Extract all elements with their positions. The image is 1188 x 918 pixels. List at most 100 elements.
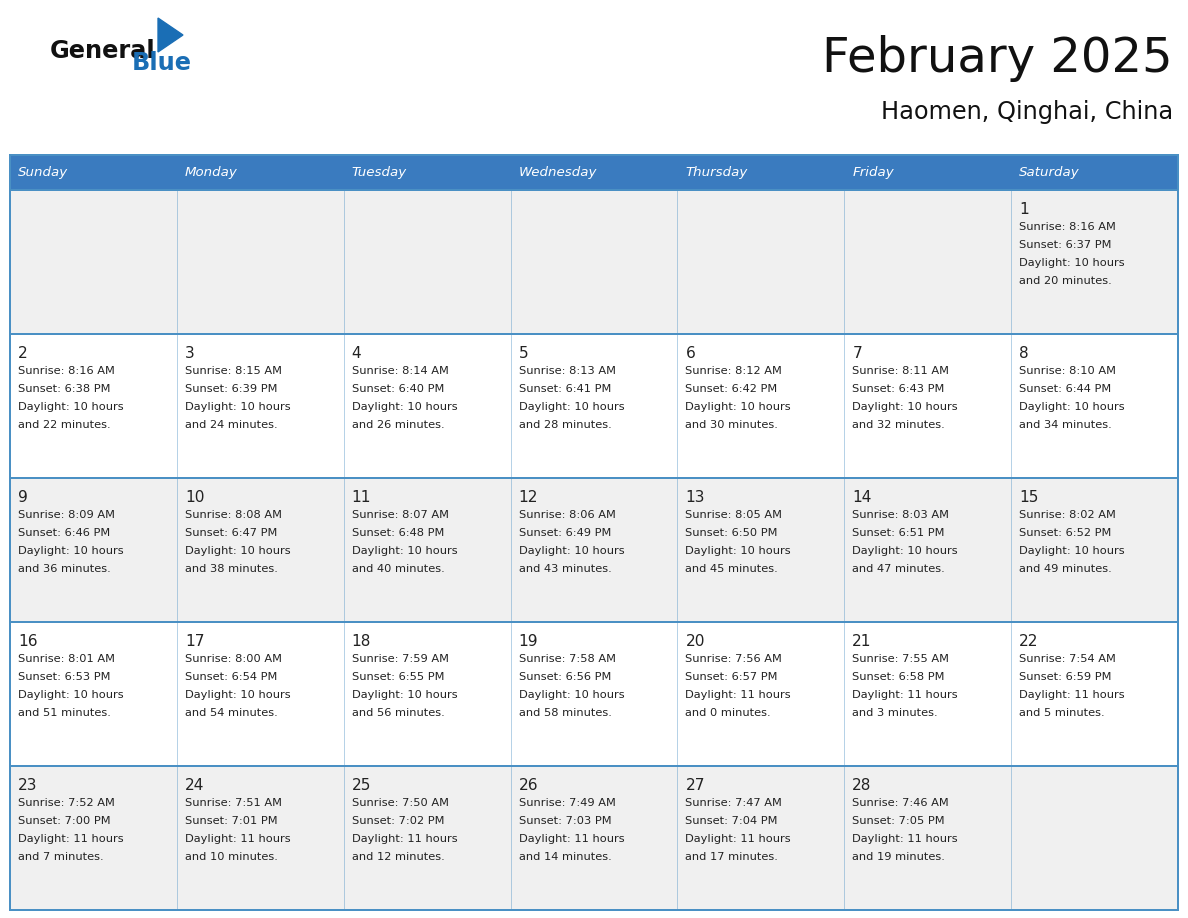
Text: Daylight: 11 hours: Daylight: 11 hours [18,834,124,844]
Bar [177,334,343,478]
Text: Sunrise: 8:02 AM: Sunrise: 8:02 AM [1019,510,1116,520]
Text: and 24 minutes.: and 24 minutes. [185,420,278,430]
Text: Daylight: 11 hours: Daylight: 11 hours [852,834,958,844]
Text: Daylight: 10 hours: Daylight: 10 hours [519,402,624,412]
Bar [845,478,1011,622]
Bar [677,622,845,766]
Text: Sunset: 6:37 PM: Sunset: 6:37 PM [1019,240,1112,250]
Bar [177,766,343,910]
Text: Sunrise: 8:01 AM: Sunrise: 8:01 AM [18,654,115,664]
Text: Sunrise: 7:52 AM: Sunrise: 7:52 AM [18,798,115,808]
Text: and 20 minutes.: and 20 minutes. [1019,276,1112,286]
Bar [845,622,1011,766]
Text: Sunset: 6:53 PM: Sunset: 6:53 PM [18,672,110,682]
Text: 23: 23 [18,778,38,793]
Text: 16: 16 [18,634,38,649]
Text: Sunset: 6:56 PM: Sunset: 6:56 PM [519,672,611,682]
Text: Sunset: 7:04 PM: Sunset: 7:04 PM [685,816,778,826]
Text: Sunset: 6:38 PM: Sunset: 6:38 PM [18,384,110,394]
Text: Sunrise: 7:47 AM: Sunrise: 7:47 AM [685,798,783,808]
Text: 12: 12 [519,490,538,505]
Text: Sunrise: 7:46 AM: Sunrise: 7:46 AM [852,798,949,808]
Bar [511,155,677,190]
Text: Sunset: 6:54 PM: Sunset: 6:54 PM [185,672,277,682]
Bar [343,155,511,190]
Text: and 26 minutes.: and 26 minutes. [352,420,444,430]
Text: Tuesday: Tuesday [352,166,406,179]
Text: and 54 minutes.: and 54 minutes. [185,708,278,718]
Bar [177,478,343,622]
Text: 27: 27 [685,778,704,793]
Text: Sunrise: 8:07 AM: Sunrise: 8:07 AM [352,510,449,520]
Text: and 12 minutes.: and 12 minutes. [352,852,444,862]
Text: Sunrise: 8:08 AM: Sunrise: 8:08 AM [185,510,282,520]
Text: 22: 22 [1019,634,1038,649]
Text: Sunday: Sunday [18,166,68,179]
Text: Daylight: 10 hours: Daylight: 10 hours [519,546,624,556]
Bar [177,190,343,334]
Text: and 5 minutes.: and 5 minutes. [1019,708,1105,718]
Text: 28: 28 [852,778,872,793]
Text: Sunset: 6:50 PM: Sunset: 6:50 PM [685,528,778,538]
Text: and 3 minutes.: and 3 minutes. [852,708,937,718]
Text: and 47 minutes.: and 47 minutes. [852,564,944,574]
Text: 17: 17 [185,634,204,649]
Bar [1011,622,1178,766]
Bar [343,190,511,334]
Text: 7: 7 [852,346,862,361]
Text: 20: 20 [685,634,704,649]
Text: Daylight: 11 hours: Daylight: 11 hours [519,834,624,844]
Text: Daylight: 11 hours: Daylight: 11 hours [185,834,291,844]
Bar [1011,334,1178,478]
Text: Daylight: 10 hours: Daylight: 10 hours [185,402,291,412]
Text: Blue: Blue [132,51,192,75]
Text: Daylight: 11 hours: Daylight: 11 hours [1019,690,1125,700]
Text: Daylight: 11 hours: Daylight: 11 hours [685,690,791,700]
Bar [177,622,343,766]
Text: Sunrise: 8:13 AM: Sunrise: 8:13 AM [519,366,615,376]
Bar [677,478,845,622]
Text: 11: 11 [352,490,371,505]
Text: Daylight: 10 hours: Daylight: 10 hours [1019,546,1125,556]
Text: Sunset: 6:51 PM: Sunset: 6:51 PM [852,528,944,538]
Bar [10,190,177,334]
Text: Sunset: 7:00 PM: Sunset: 7:00 PM [18,816,110,826]
Text: 18: 18 [352,634,371,649]
Text: Sunrise: 8:10 AM: Sunrise: 8:10 AM [1019,366,1117,376]
Text: Sunrise: 8:06 AM: Sunrise: 8:06 AM [519,510,615,520]
Text: Monday: Monday [185,166,238,179]
Text: and 43 minutes.: and 43 minutes. [519,564,612,574]
Text: Sunrise: 8:15 AM: Sunrise: 8:15 AM [185,366,282,376]
Text: Daylight: 10 hours: Daylight: 10 hours [1019,402,1125,412]
Bar [343,478,511,622]
Bar [845,334,1011,478]
Text: Sunset: 6:40 PM: Sunset: 6:40 PM [352,384,444,394]
Text: Daylight: 11 hours: Daylight: 11 hours [352,834,457,844]
Text: and 51 minutes.: and 51 minutes. [18,708,110,718]
Text: Sunset: 6:52 PM: Sunset: 6:52 PM [1019,528,1112,538]
Text: Sunrise: 8:09 AM: Sunrise: 8:09 AM [18,510,115,520]
Text: Sunset: 7:02 PM: Sunset: 7:02 PM [352,816,444,826]
Text: and 45 minutes.: and 45 minutes. [685,564,778,574]
Bar [10,478,177,622]
Text: Sunrise: 8:12 AM: Sunrise: 8:12 AM [685,366,783,376]
Text: 2: 2 [18,346,27,361]
Text: Saturday: Saturday [1019,166,1080,179]
Text: Daylight: 10 hours: Daylight: 10 hours [852,402,958,412]
Text: Sunrise: 8:14 AM: Sunrise: 8:14 AM [352,366,449,376]
Bar [511,622,677,766]
Text: Daylight: 10 hours: Daylight: 10 hours [852,546,958,556]
Text: and 7 minutes.: and 7 minutes. [18,852,103,862]
Text: and 32 minutes.: and 32 minutes. [852,420,944,430]
Text: and 38 minutes.: and 38 minutes. [185,564,278,574]
Text: 5: 5 [519,346,529,361]
Text: Sunset: 6:39 PM: Sunset: 6:39 PM [185,384,277,394]
Bar [677,334,845,478]
Text: Sunrise: 7:50 AM: Sunrise: 7:50 AM [352,798,449,808]
Text: 19: 19 [519,634,538,649]
Text: Daylight: 10 hours: Daylight: 10 hours [685,546,791,556]
Text: Sunset: 6:59 PM: Sunset: 6:59 PM [1019,672,1112,682]
Text: Sunrise: 7:49 AM: Sunrise: 7:49 AM [519,798,615,808]
Bar [177,155,343,190]
Text: Haomen, Qinghai, China: Haomen, Qinghai, China [880,100,1173,124]
